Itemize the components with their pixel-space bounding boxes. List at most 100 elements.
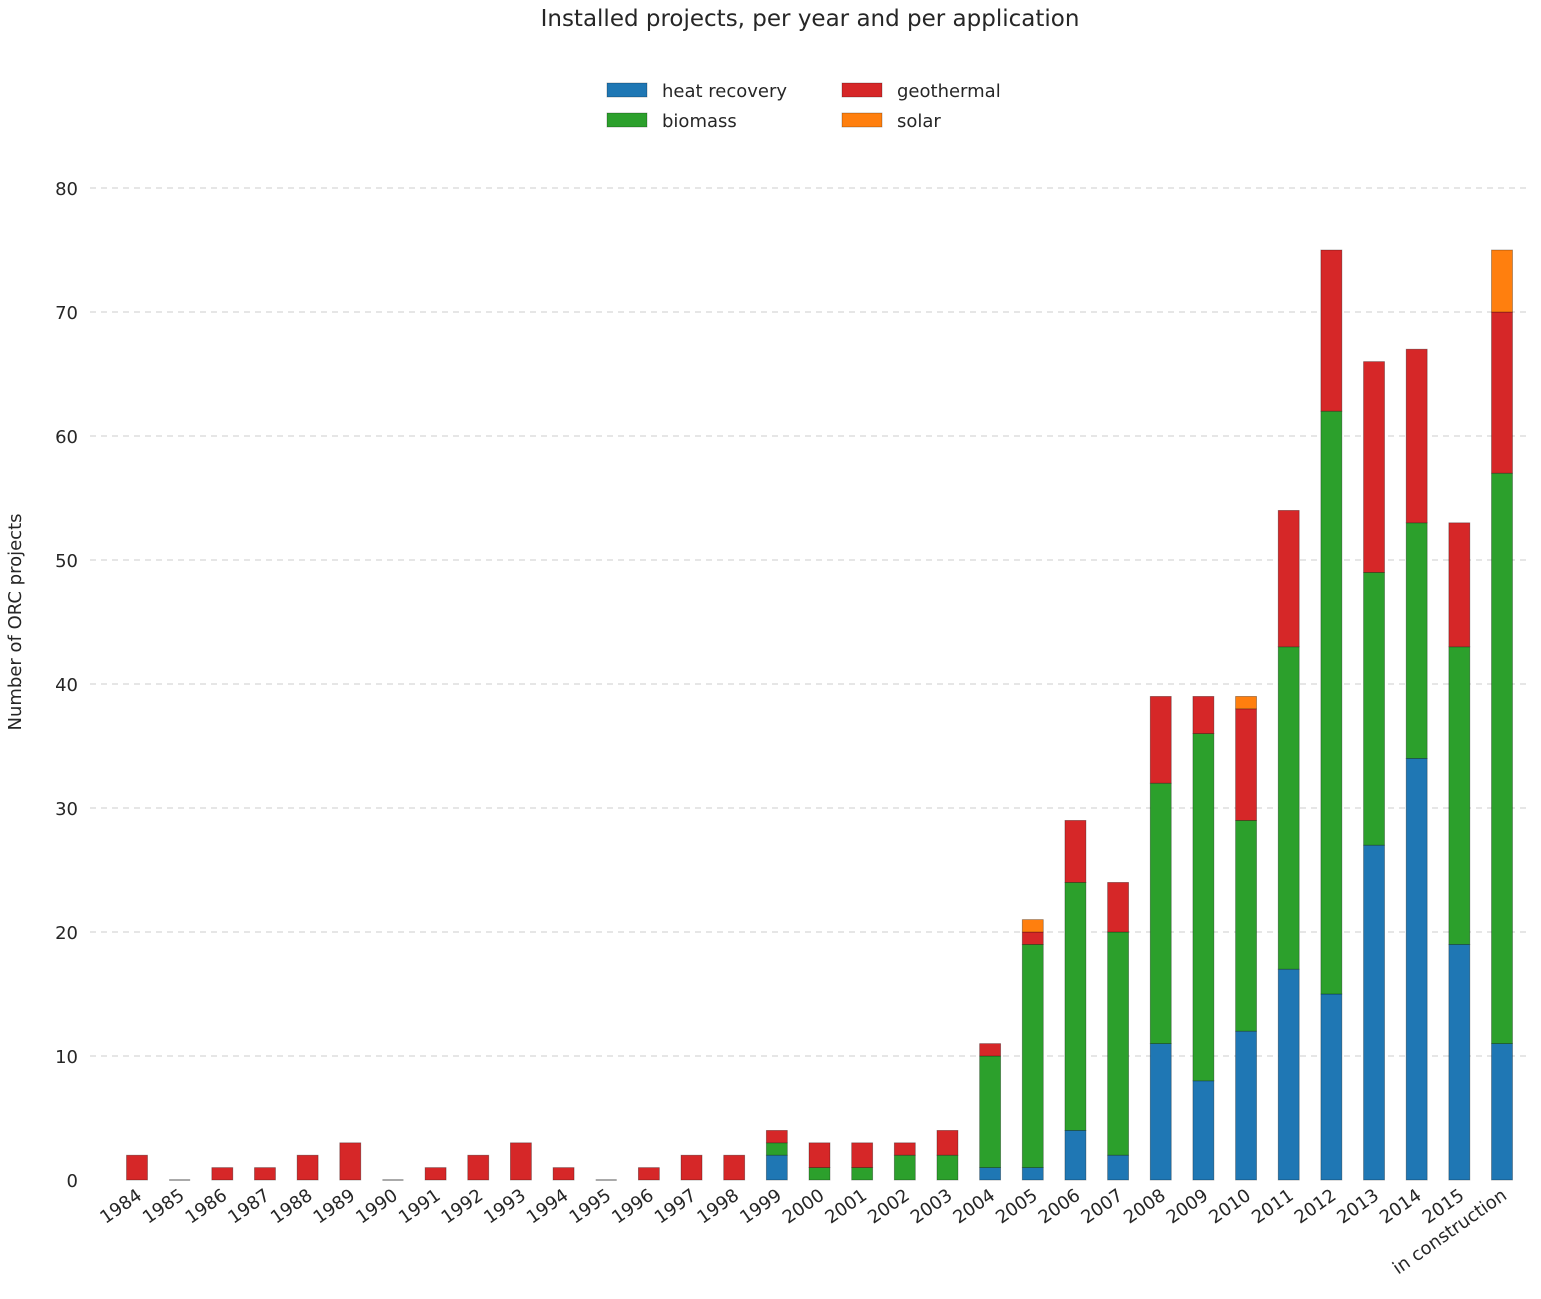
legend: heat recovery geothermal biomass solar (606, 81, 1001, 132)
legend-swatch-biomass (606, 112, 648, 128)
bar-segment-heat-recovery (1235, 1030, 1257, 1181)
x-tick-label: 1998 (693, 1185, 743, 1228)
x-tick-label: 1997 (651, 1185, 701, 1228)
x-tick-label: 1999 (736, 1185, 786, 1228)
x-tick-label: 1990 (352, 1185, 402, 1228)
x-tick-label: 2010 (1205, 1185, 1255, 1228)
bar-segment-biomass (936, 1154, 959, 1181)
bar-segment-biomass (1363, 572, 1385, 846)
bar-segment-biomass (893, 1154, 916, 1181)
legend-label: heat recovery (662, 81, 787, 102)
y-tick-label: 10 (55, 1047, 78, 1068)
x-tick-label: 2002 (864, 1185, 914, 1228)
y-tick-label: 20 (55, 923, 78, 944)
x-tick-label: 1988 (267, 1185, 317, 1228)
bar-segment-geothermal (126, 1154, 148, 1181)
bar-segment-geothermal (424, 1167, 447, 1181)
x-tick-label: 1994 (523, 1185, 573, 1228)
bar-segment-geothermal (510, 1142, 532, 1181)
bar-segment-biomass (1064, 882, 1087, 1131)
bar-segment-biomass (1448, 646, 1471, 945)
bar-segment-heat-recovery (1320, 993, 1343, 1181)
bar-segment-geothermal (1448, 522, 1471, 648)
y-tick-label: 0 (67, 1171, 78, 1192)
bar-segment-geothermal (637, 1167, 660, 1181)
legend-swatch-heat-recovery (606, 82, 648, 98)
bar-segment-geothermal (893, 1142, 916, 1156)
bar-segment-geothermal (1021, 931, 1044, 945)
x-tick-label: 1985 (139, 1185, 189, 1228)
bar-segment-heat-recovery (1192, 1080, 1215, 1181)
y-tick-label: 60 (55, 427, 78, 448)
legend-label: geothermal (897, 81, 1001, 102)
bar-segment-biomass (1491, 472, 1513, 1045)
x-tick-label: 2007 (1077, 1185, 1127, 1228)
x-tick-label: 1993 (480, 1185, 530, 1228)
bar-segment-heat-recovery (1021, 1167, 1044, 1181)
x-tick-label: 1989 (310, 1185, 360, 1228)
bar-segment-geothermal (467, 1154, 490, 1181)
legend-label: biomass (662, 111, 737, 132)
bar-segment-geothermal (211, 1167, 234, 1181)
y-tick-label: 50 (55, 551, 78, 572)
x-tick-label: 2000 (779, 1185, 829, 1228)
gridlines (90, 187, 1530, 1057)
x-tick-label: 1995 (566, 1185, 616, 1228)
bar-segment-biomass (851, 1167, 874, 1181)
y-tick-label: 40 (55, 675, 78, 696)
x-tick-label: 1992 (438, 1185, 488, 1228)
x-tick-label: 2006 (1035, 1185, 1085, 1228)
x-tick-label: 1991 (395, 1185, 445, 1228)
bar-segment-geothermal (1320, 249, 1343, 412)
bar-segment-heat-recovery (1277, 968, 1300, 1181)
y-tick-label: 80 (55, 179, 78, 200)
bar-segment-geothermal (765, 1130, 788, 1144)
bar-segment-geothermal (936, 1130, 959, 1156)
bar-segment-biomass (1320, 410, 1343, 995)
bar-segment-geothermal (552, 1167, 575, 1181)
bar-segment-biomass (765, 1142, 788, 1156)
x-tick-label: 1996 (608, 1185, 658, 1228)
chart-title: Installed projects, per year and per app… (541, 6, 1080, 32)
x-tick-label: 2003 (907, 1185, 957, 1228)
y-tick-label: 30 (55, 799, 78, 820)
bar-segment-biomass (979, 1055, 1002, 1168)
x-tick-labels: 1984198519861987198819891990199119921993… (96, 1185, 1511, 1279)
bar-segment-geothermal (296, 1154, 319, 1181)
bar-segment-biomass (1107, 931, 1129, 1156)
bar-segment-heat-recovery (1491, 1043, 1513, 1181)
bars (126, 249, 1513, 1181)
bar-segment-heat-recovery (1064, 1130, 1087, 1181)
bar-segment-geothermal (254, 1167, 276, 1181)
bar-segment-heat-recovery (1107, 1154, 1129, 1181)
bar-segment-geothermal (979, 1043, 1002, 1057)
x-tick-label: 2013 (1333, 1185, 1383, 1228)
y-axis-label: Number of ORC projects (5, 513, 26, 730)
x-tick-label: 1984 (96, 1185, 146, 1228)
x-tick-label: 2009 (1163, 1185, 1213, 1228)
bar-segment-geothermal (1064, 820, 1087, 883)
x-tick-label: 1987 (224, 1185, 274, 1228)
bar-segment-biomass (1192, 733, 1215, 1082)
bar-segment-heat-recovery (765, 1154, 788, 1181)
bar-segment-geothermal (339, 1142, 362, 1181)
bar-segment-solar (1491, 249, 1513, 313)
bar-segment-solar (1021, 919, 1044, 933)
x-tick-label: 2014 (1376, 1185, 1426, 1228)
bar-segment-heat-recovery (1405, 758, 1428, 1181)
bar-segment-geothermal (1235, 708, 1257, 821)
bar-segment-geothermal (1491, 311, 1513, 474)
x-tick-label: 2001 (821, 1185, 871, 1228)
x-tick-label: 2011 (1248, 1185, 1298, 1228)
bar-segment-biomass (1235, 820, 1257, 1032)
bar-segment-heat-recovery (1448, 944, 1471, 1181)
bar-segment-biomass (808, 1167, 831, 1181)
y-tick-labels: 0 10 20 30 40 50 60 70 80 (55, 179, 78, 1192)
bar-segment-heat-recovery (1363, 844, 1385, 1181)
x-tick-label: 1986 (182, 1185, 232, 1228)
legend-label: solar (897, 111, 941, 132)
bar-segment-geothermal (808, 1142, 831, 1169)
bar-segment-heat-recovery (979, 1167, 1002, 1181)
y-tick-label: 70 (55, 303, 78, 324)
bar-segment-geothermal (851, 1142, 874, 1169)
